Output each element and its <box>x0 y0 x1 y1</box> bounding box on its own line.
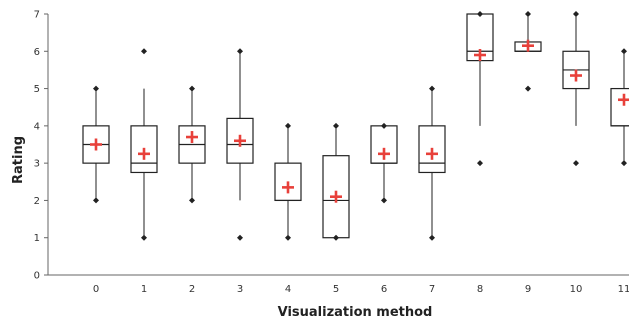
mean-marker <box>378 147 390 160</box>
box-4 <box>274 122 302 241</box>
box-7 <box>418 85 446 241</box>
box-11 <box>610 48 629 167</box>
mean-marker <box>570 69 582 82</box>
outlier-point <box>237 234 243 241</box>
y-tick-label: 5 <box>34 84 40 95</box>
outlier-point <box>141 234 147 241</box>
x-tick-label: 3 <box>237 284 243 295</box>
outlier-point <box>237 48 243 55</box>
outlier-point <box>573 11 579 17</box>
box-8 <box>466 11 494 167</box>
outlier-point <box>333 234 339 241</box>
box-0 <box>82 85 110 204</box>
x-tick-label: 9 <box>525 284 531 295</box>
outlier-point <box>621 160 627 167</box>
outlier-point <box>189 85 195 92</box>
x-tick-label: 6 <box>381 284 387 295</box>
box-3 <box>226 48 254 241</box>
mean-marker <box>474 49 486 62</box>
x-tick-label: 1 <box>141 284 147 295</box>
outlier-point <box>477 160 483 167</box>
x-tick-label: 7 <box>429 284 435 295</box>
outlier-point <box>285 234 291 241</box>
x-tick-label: 10 <box>570 284 583 295</box>
y-tick-label: 0 <box>34 271 40 282</box>
axes: 0 1 2 3 4 5 6 7 0 1 2 3 4 5 6 7 8 9 10 11 <box>34 10 629 295</box>
outlier-point <box>93 197 99 204</box>
box-1 <box>130 48 158 241</box>
x-tick-label: 4 <box>285 284 291 295</box>
y-tick-label: 6 <box>34 47 40 58</box>
boxes-group <box>82 11 629 241</box>
outlier-point <box>477 11 483 17</box>
mean-marker <box>426 147 438 160</box>
box-6 <box>370 122 398 204</box>
mean-marker <box>330 190 342 203</box>
y-tick-label: 4 <box>34 121 40 132</box>
x-tick-label: 8 <box>477 284 483 295</box>
outlier-point <box>141 48 147 55</box>
outlier-point <box>429 85 435 92</box>
outlier-point <box>573 160 579 167</box>
y-tick-label: 2 <box>34 196 40 207</box>
box-9 <box>514 11 542 92</box>
x-tick-label: 0 <box>93 284 99 295</box>
mean-marker <box>234 134 246 147</box>
y-tick-label: 1 <box>34 233 40 244</box>
outlier-point <box>429 234 435 241</box>
outlier-point <box>189 197 195 204</box>
mean-marker <box>186 131 198 144</box>
y-tick-label: 7 <box>34 10 40 21</box>
mean-marker <box>522 39 534 52</box>
y-tick-label: 3 <box>34 159 40 170</box>
iqr-box <box>610 87 629 127</box>
outlier-point <box>93 85 99 92</box>
mean-marker <box>282 181 294 194</box>
outlier-point <box>381 197 387 204</box>
box-10 <box>562 11 590 167</box>
mean-marker <box>138 147 150 160</box>
outlier-point <box>381 122 387 129</box>
iqr-box <box>226 117 254 164</box>
x-axis-title: Visualization method <box>278 305 433 320</box>
mean-marker <box>90 138 102 151</box>
outlier-point <box>333 122 339 129</box>
x-tick-label: 11 <box>618 284 629 295</box>
x-tick-label: 5 <box>333 284 339 295</box>
x-tick-label: 2 <box>189 284 195 295</box>
outlier-point <box>525 11 531 17</box>
y-axis-title: Rating <box>11 136 26 184</box>
box-5 <box>322 122 350 241</box>
outlier-point <box>525 85 531 92</box>
outlier-point <box>285 122 291 129</box>
mean-marker <box>618 93 629 106</box>
box-2 <box>178 85 206 204</box>
outlier-point <box>621 48 627 55</box>
